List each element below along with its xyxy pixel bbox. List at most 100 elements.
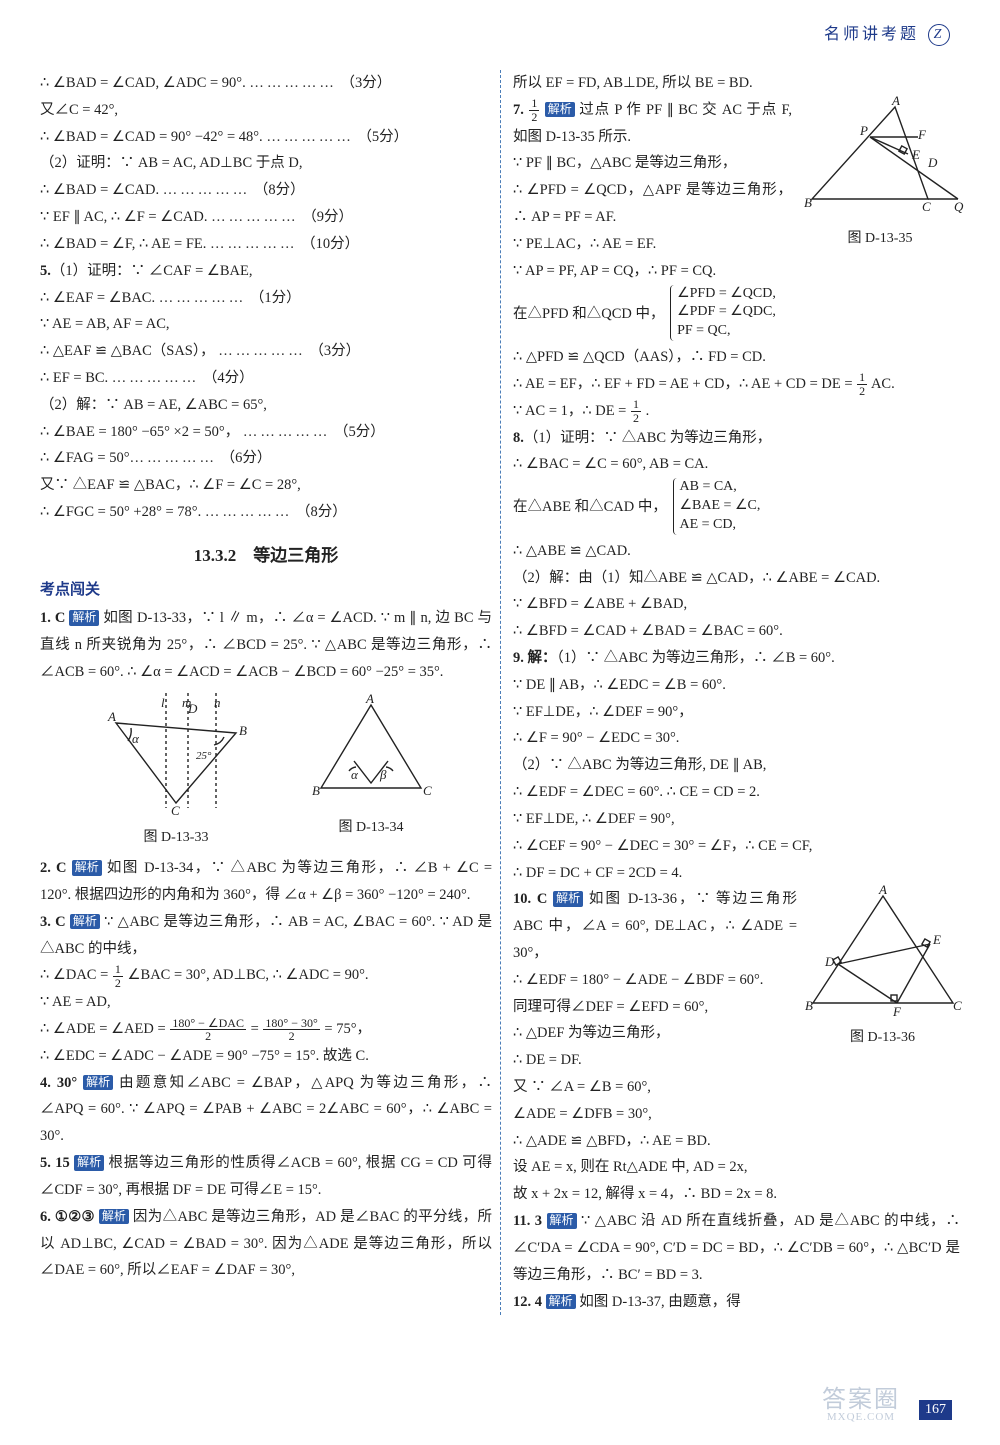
analysis-tag: 解析 [72,860,102,876]
watermark-url: MXQE.COM [827,1412,895,1423]
text-line: ∴ ∠FAG = 50° （6分） [40,445,492,472]
svg-text:B: B [312,783,320,798]
figure-caption: 图 D-13-33 [96,825,256,851]
analysis-tag: 解析 [553,891,583,907]
q3: 3. C 解析 ∵ △ABC 是等边三角形，∴ AB = AC, ∠BAC = … [40,909,492,963]
header-title: 名师讲考题 [824,26,919,43]
svg-text:E: E [911,147,920,162]
text-line: ∴ ∠ADE = ∠AED = 180° − ∠DAC2 = 180° − 30… [40,1016,492,1043]
text-line: ∴ ∠EDF = ∠DEC = 60°. ∴ CE = CD = 2. [513,779,960,806]
page-number: 167 [919,1400,952,1420]
text-line: ∴ ∠BAD = ∠CAD, ∠ADC = 90°. （3分） [40,70,492,97]
brace-line: 在△PFD 和△QCD 中， ∠PFD = ∠QCD, ∠PDF = ∠QDC,… [513,285,960,345]
text-line: ∴ DE = DF. [513,1047,960,1074]
figure-row: A B C D lmn α 25° 图 D-13-33 [40,693,492,851]
text-line: ∵ EF ∥ AC, ∴ ∠F = ∠CAD. （9分） [40,204,492,231]
figure-caption: 图 D-13-34 [306,815,436,841]
text-line: ∵ ∠BFD = ∠ABE + ∠BAD, [513,591,960,618]
svg-text:β: β [379,767,387,782]
svg-text:l: l [161,695,165,710]
text-line: ∴ ∠BAD = ∠F, ∴ AE = FE. （10分） [40,231,492,258]
text-line: （2）解：由（1）知△ABE ≌ △CAD，∴ ∠ABE = ∠CAD. [513,565,960,592]
page-header: 名师讲考题 Z [824,20,950,46]
svg-text:B: B [804,195,812,210]
analysis-tag: 解析 [546,1294,576,1310]
svg-text:n: n [214,695,221,710]
text-line: 设 AE = x, 则在 Rt△ADE 中, AD = 2x, [513,1154,960,1181]
svg-text:E: E [932,932,941,947]
text-line: ∴ ∠BAE = 180° −65° ×2 = 50°， （5分） [40,419,492,446]
svg-text:C: C [953,998,962,1013]
figure-d-13-36: ABC DEF 图 D-13-36 [805,888,960,1051]
analysis-tag: 解析 [69,610,99,626]
text-line: ∵ AE = AB, AF = AC, [40,311,492,338]
text-line: ∵ DE ∥ AB，∴ ∠EDC = ∠B = 60°. [513,672,960,699]
figure-caption: 图 D-13-35 [800,226,960,252]
left-column: ∴ ∠BAD = ∠CAD, ∠ADC = 90°. （3分） 又∠C = 42… [40,70,500,1315]
q5-header: 5.（1）证明：∵ ∠CAF = ∠BAE, [40,258,492,285]
text-line: ∴ ∠FGC = 50° +28° = 78°. （8分） [40,499,492,526]
svg-text:A: A [878,882,887,897]
text-line: ∴ ∠DAC = 12 ∠BAC = 30°, AD⊥BC, ∴ ∠ADC = … [40,962,492,989]
figure-d-13-34: A B C α β 图 D-13-34 [306,693,436,851]
text-line: ∴ △PFD ≌ △QCD（AAS），∴ FD = CD. [513,344,960,371]
svg-text:α: α [351,767,359,782]
q4: 4. 30° 解析 由题意知∠ABC = ∠BAP，△APQ 为等边三角形，∴ … [40,1070,492,1150]
q5b: 5. 15 解析 根据等边三角形的性质得∠ACB = 60°, 根据 CG = … [40,1150,492,1204]
analysis-tag: 解析 [74,1155,104,1171]
svg-text:B: B [805,998,813,1013]
q6: 6. ①②③ 解析 因为△ABC 是等边三角形，AD 是∠BAC 的平分线，所以… [40,1204,492,1284]
text-line: ∠ADE = ∠DFB = 30°, [513,1101,960,1128]
svg-text:α: α [132,731,140,746]
svg-text:B: B [239,723,247,738]
text-line: 又∠C = 42°, [40,97,492,124]
analysis-tag: 解析 [99,1209,129,1225]
text-line: 又 ∵ ∠A = ∠B = 60°, [513,1074,960,1101]
svg-text:F: F [917,127,927,142]
analysis-tag: 解析 [547,1213,577,1229]
svg-text:m: m [182,695,191,710]
svg-text:A: A [107,709,116,724]
figure-d-13-35: ABCQ PFED 图 D-13-35 [800,99,960,252]
text-line: ∴ △EAF ≌ △BAC（SAS）， （3分） [40,338,492,365]
svg-text:Q: Q [954,199,964,214]
section-title: 13.3.2 等边三角形 [40,540,492,571]
text-line: ∵ AP = PF, AP = CQ，∴ PF = CQ. [513,258,960,285]
svg-text:C: C [171,803,180,818]
two-column-layout: ∴ ∠BAD = ∠CAD, ∠ADC = 90°. （3分） 又∠C = 42… [40,70,960,1315]
text-line: ∴ EF = BC. （4分） [40,365,492,392]
svg-text:A: A [365,691,374,706]
text-line: （2）∵ △ABC 为等边三角形, DE ∥ AB, [513,752,960,779]
svg-text:P: P [859,123,868,138]
text-line: 故 x + 2x = 12, 解得 x = 4，∴ BD = 2x = 8. [513,1181,960,1208]
text-line: ∴ ∠BAC = ∠C = 60°, AB = CA. [513,451,960,478]
text-line: ∴ ∠BAD = ∠CAD. （8分） [40,177,492,204]
q12: 12. 4 解析 如图 D-13-37, 由题意，得 [513,1289,960,1316]
q9: 9. 解：（1）∵ △ABC 为等边三角形，∴ ∠B = 60°. [513,645,960,672]
right-column: 所以 EF = FD, AB⊥DE, 所以 BE = BD. ABCQ PFED… [500,70,960,1315]
q11: 11. 3 解析 ∵ △ABC 沿 AD 所在直线折叠，AD 是△ABC 的中线… [513,1208,960,1288]
text-line: ∴ ∠EDC = ∠ADC − ∠ADE = 90° −75° = 15°. 故… [40,1043,492,1070]
text-line: ∴ DF = DC + CF = 2CD = 4. [513,860,960,887]
figure-d-13-33: A B C D lmn α 25° 图 D-13-33 [96,693,256,851]
svg-text:A: A [891,93,900,108]
subheading: 考点闯关 [40,577,492,605]
q2: 2. C 解析 如图 D-13-34，∵ △ABC 为等边三角形，∴ ∠B + … [40,855,492,909]
text-line: ∴ ∠CEF = 90° − ∠DEC = 30° = ∠F，∴ CE = CF… [513,833,960,860]
text-line: ∴ ∠F = 90° − ∠EDC = 30°. [513,725,960,752]
watermark: 答案圈 MXQE.COM [822,1388,900,1423]
text-line: ∴ △ADE ≌ △BFD，∴ AE = BD. [513,1128,960,1155]
text-line: ∴ ∠EAF = ∠BAC. （1分） [40,285,492,312]
text-line: ∵ EF⊥DE, ∴ ∠DEF = 90°, [513,806,960,833]
q1: 1. C 解析 如图 D-13-33，∵ l ∥ m，∴ ∠α = ∠ACD. … [40,605,492,685]
svg-text:C: C [922,199,931,214]
text-line: 又∵ △EAF ≌ △BAC，∴ ∠F = ∠C = 28°, [40,472,492,499]
text-line: ∵ EF⊥DE，∴ ∠DEF = 90°， [513,699,960,726]
watermark-cn: 答案圈 [822,1388,900,1412]
svg-text:D: D [927,155,938,170]
analysis-tag: 解析 [70,914,100,930]
text-line: ∴ ∠BFD = ∠CAD + ∠BAD = ∠BAC = 60°. [513,618,960,645]
brace-line: 在△ABE 和△CAD 中， AB = CA, ∠BAE = ∠C, AE = … [513,478,960,538]
logo-icon: Z [928,24,950,46]
text-line: ∵ AC = 1，∴ DE = 12 . [513,398,960,425]
